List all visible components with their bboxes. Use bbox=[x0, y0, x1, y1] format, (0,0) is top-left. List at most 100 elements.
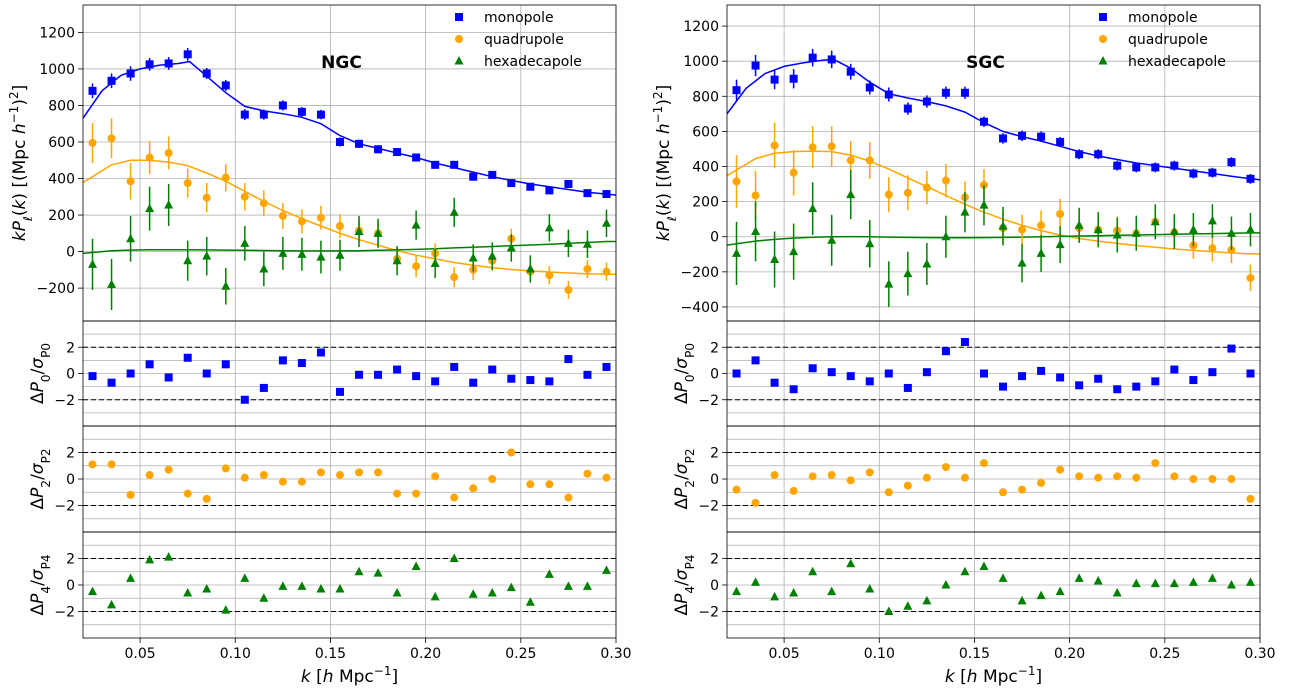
hexadecapole-model-line bbox=[727, 232, 1260, 246]
hexadecapole-residual-point bbox=[468, 589, 478, 598]
quadrupole-residual-point bbox=[732, 485, 741, 494]
y-tick-label: 400 bbox=[692, 160, 719, 176]
main-axes: −200 0 200 400 600 800 1000 1200 NGC monopole quad… bbox=[7, 4, 617, 322]
hexadecapole-residual-point bbox=[732, 586, 742, 596]
quadrupole-point bbox=[583, 264, 592, 273]
monopole-model-line bbox=[83, 60, 616, 196]
y-tick-label: −400 bbox=[681, 300, 719, 316]
quadrupole-residual-point bbox=[770, 471, 779, 480]
hexadecapole-series bbox=[88, 184, 611, 311]
hexadecapole-model-line bbox=[83, 240, 616, 255]
hexadecapole-residual-point bbox=[411, 561, 421, 570]
y-tick-label: 1000 bbox=[39, 62, 75, 78]
quadrupole-residual-point bbox=[808, 472, 817, 481]
legend-label-quadrupole: quadrupole bbox=[1128, 32, 1208, 48]
y-tick-label: 800 bbox=[48, 98, 75, 114]
y-tick-label: 2 bbox=[710, 446, 719, 462]
quadrupole-point bbox=[107, 134, 116, 143]
quadrupole-residual-point bbox=[450, 493, 459, 502]
quadrupole-point bbox=[202, 193, 211, 202]
legend: monopole quadrupole hexadecapole bbox=[454, 10, 582, 70]
monopole-residual-point bbox=[1056, 373, 1065, 382]
hexadecapole-residual-point bbox=[1188, 577, 1198, 586]
monopole-residual-point bbox=[164, 373, 173, 382]
monopole-residual-point bbox=[240, 395, 249, 404]
quadrupole-point bbox=[827, 142, 836, 151]
quadrupole-point bbox=[221, 173, 230, 182]
hexadecapole-residual-point bbox=[221, 605, 231, 614]
quadrupole-residual-point bbox=[941, 463, 950, 472]
monopole-residual-point bbox=[1018, 372, 1027, 381]
hexadecapole-residual-point bbox=[449, 553, 459, 562]
monopole-residual-point bbox=[297, 359, 306, 367]
monopole-point bbox=[732, 86, 741, 95]
hexadecapole-point bbox=[202, 251, 212, 260]
residual-axes-2: −2 0 2 ΔP4/σP4 bbox=[28, 531, 617, 639]
x-tick-label: 0.15 bbox=[959, 646, 990, 662]
panel-sgc: −400−200020040060080010001200SGCmonopole… bbox=[651, 4, 1276, 687]
monopole-point bbox=[297, 107, 306, 116]
x-tick-label: 0.15 bbox=[315, 646, 346, 662]
quadrupole-residual-point bbox=[999, 488, 1008, 497]
monopole-point bbox=[259, 110, 268, 119]
hexadecapole-point bbox=[354, 226, 364, 235]
quadrupole-residual-point bbox=[1208, 475, 1217, 483]
quadrupole-residual-point bbox=[1056, 465, 1065, 474]
quadrupole-point bbox=[732, 177, 741, 186]
monopole-residual-point bbox=[488, 365, 497, 374]
hexadecapole-point bbox=[278, 248, 288, 257]
hexadecapole-residual-point bbox=[316, 583, 326, 593]
quadrupole-point bbox=[259, 199, 268, 208]
quadrupole-residual-point bbox=[221, 464, 230, 473]
quadrupole-residual-point bbox=[979, 459, 988, 468]
monopole-residual-point bbox=[202, 369, 211, 378]
quadrupole-point bbox=[602, 267, 611, 276]
monopole-model-line bbox=[727, 58, 1260, 181]
monopole-point bbox=[507, 179, 516, 188]
y-tick-label: 1000 bbox=[683, 54, 719, 70]
hexadecapole-point bbox=[563, 238, 573, 247]
y-tick-label: 600 bbox=[48, 135, 75, 151]
region-label: NGC bbox=[321, 53, 362, 73]
hexadecapole-point bbox=[145, 203, 155, 213]
hexadecapole-residual-point bbox=[998, 573, 1008, 582]
legend-marker-quadrupole bbox=[1099, 35, 1107, 43]
quadrupole-residual-point bbox=[164, 465, 173, 474]
hexadecapole-point bbox=[922, 258, 932, 268]
quadrupole-model-line bbox=[727, 150, 1260, 255]
monopole-residual-point bbox=[469, 378, 478, 387]
hexadecapole-residual-point bbox=[770, 591, 780, 601]
hexadecapole-residual-point bbox=[979, 561, 989, 570]
residual-frame bbox=[726, 531, 1261, 639]
monopole-residual-point bbox=[827, 368, 836, 377]
quadrupole-residual-point bbox=[259, 471, 268, 480]
hexadecapole-point bbox=[221, 281, 231, 290]
legend-marker-monopole bbox=[1099, 13, 1107, 21]
monopole-residual-point bbox=[903, 383, 912, 392]
monopole-point bbox=[922, 97, 931, 106]
legend-label-hexadecapole: hexadecapole bbox=[1128, 54, 1226, 70]
quadrupole-residual-point bbox=[107, 460, 116, 469]
monopole-point bbox=[1170, 161, 1179, 170]
quadrupole-residual-point bbox=[297, 477, 306, 486]
y-tick-label: 2 bbox=[66, 446, 75, 462]
y-tick-label: 2 bbox=[66, 340, 75, 356]
quadrupole-residual-point bbox=[545, 480, 554, 489]
hexadecapole-residual-point bbox=[373, 568, 383, 577]
monopole-residual-point bbox=[126, 369, 135, 378]
quadrupole-point bbox=[808, 143, 817, 152]
monopole-residual-point bbox=[221, 360, 230, 369]
quadrupole-residual-point bbox=[602, 473, 611, 482]
quadrupole-residual-point bbox=[1018, 485, 1027, 494]
monopole-residual-point bbox=[1208, 368, 1217, 377]
monopole-point bbox=[1037, 132, 1046, 141]
hexadecapole-point bbox=[770, 254, 780, 264]
quadrupole-residual-point bbox=[1246, 494, 1255, 503]
y-tick-label: 0 bbox=[66, 367, 75, 383]
quadrupole-point bbox=[1246, 273, 1255, 282]
monopole-residual-point bbox=[922, 368, 931, 377]
residual-axes-1: −2 0 2 ΔP2/σP2 bbox=[28, 425, 617, 533]
quadrupole-point bbox=[88, 138, 97, 147]
x-tick-label: 0.05 bbox=[125, 646, 156, 662]
